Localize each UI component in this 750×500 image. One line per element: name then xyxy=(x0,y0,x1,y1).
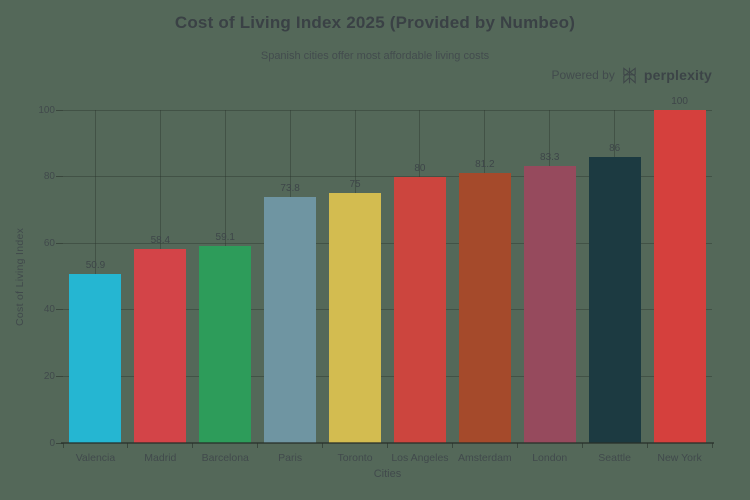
powered-by-text: Powered by xyxy=(551,68,615,82)
x-tick-mark xyxy=(646,443,648,448)
bar-value-label: 59.1 xyxy=(215,232,235,244)
y-tick-label: 40 xyxy=(43,304,55,316)
bar-value-label: 50.9 xyxy=(85,259,106,271)
x-tick-label: Seattle xyxy=(598,452,631,464)
y-tick-label: 20 xyxy=(43,370,55,382)
bar-value-label: 80 xyxy=(414,162,426,174)
x-tick-mark xyxy=(451,443,453,448)
y-tick-label: 0 xyxy=(49,437,55,449)
y-tick-mark xyxy=(56,109,63,111)
bar xyxy=(523,165,576,443)
powered-by-watermark: Powered by perplexity xyxy=(551,64,712,86)
x-tick-mark xyxy=(62,443,64,448)
x-tick-label: Paris xyxy=(278,452,303,464)
x-tick-label: New York xyxy=(657,452,702,464)
perplexity-logo-icon xyxy=(621,66,638,84)
bar-value-label: 73.8 xyxy=(280,183,300,195)
x-tick-label: Madrid xyxy=(144,452,177,464)
x-tick-mark xyxy=(711,443,713,448)
y-tick-mark xyxy=(56,176,63,178)
y-axis-title: Cost of Living Index xyxy=(14,227,26,326)
y-tick-mark xyxy=(56,375,63,377)
x-tick-mark xyxy=(387,443,388,448)
bar-value-label: 81.2 xyxy=(475,158,495,170)
y-tick-label: 60 xyxy=(43,237,55,249)
bar-value-label: 83.3 xyxy=(540,151,560,163)
bar xyxy=(329,193,382,443)
bar xyxy=(134,248,187,443)
h-gridline xyxy=(63,375,712,377)
x-tick-label: Valencia xyxy=(75,452,116,464)
y-tick-mark xyxy=(56,242,63,244)
brand-name: perplexity xyxy=(643,67,712,83)
bar xyxy=(458,172,511,443)
plot-area: 0 20 40 60 80 100 50.9 Valencia 58.4 Madrid 59.1 Ba… xyxy=(38,96,714,464)
x-axis-title: Cities xyxy=(373,468,402,480)
x-tick-label: Toronto xyxy=(337,452,373,464)
h-gridline xyxy=(63,309,712,311)
x-tick-mark xyxy=(257,443,259,448)
bar-value-label: 86 xyxy=(609,142,621,154)
x-tick-label: Barcelona xyxy=(201,452,249,464)
x-tick-label: Amsterdam xyxy=(458,452,512,464)
x-tick-mark xyxy=(127,443,129,448)
h-gridline xyxy=(63,109,712,111)
y-tick-label: 100 xyxy=(38,104,55,116)
bar-value-label: 100 xyxy=(671,96,688,107)
bar-value-label: 75 xyxy=(349,179,361,191)
x-tick-mark xyxy=(192,443,194,448)
bar xyxy=(264,197,317,443)
bar xyxy=(69,273,122,443)
x-tick-mark xyxy=(581,443,583,448)
h-gridline xyxy=(63,176,712,178)
chart-subtitle: Spanish cities offer most affordable liv… xyxy=(260,50,490,62)
h-gridline xyxy=(63,242,712,244)
x-tick-label: London xyxy=(532,452,568,464)
x-tick-label: Los Angeles xyxy=(391,452,449,464)
bar xyxy=(199,246,252,443)
bar xyxy=(653,110,706,443)
y-tick-mark xyxy=(56,309,63,311)
x-tick-mark xyxy=(516,443,518,448)
bar xyxy=(588,156,641,443)
bar-value-label: 58.4 xyxy=(150,234,171,246)
x-tick-mark xyxy=(322,443,324,448)
chart-title: Cost of Living Index 2025 (Provided by N… xyxy=(174,13,576,32)
y-tick-mark xyxy=(56,442,63,444)
y-tick-label: 80 xyxy=(43,171,55,183)
bar xyxy=(393,176,446,443)
